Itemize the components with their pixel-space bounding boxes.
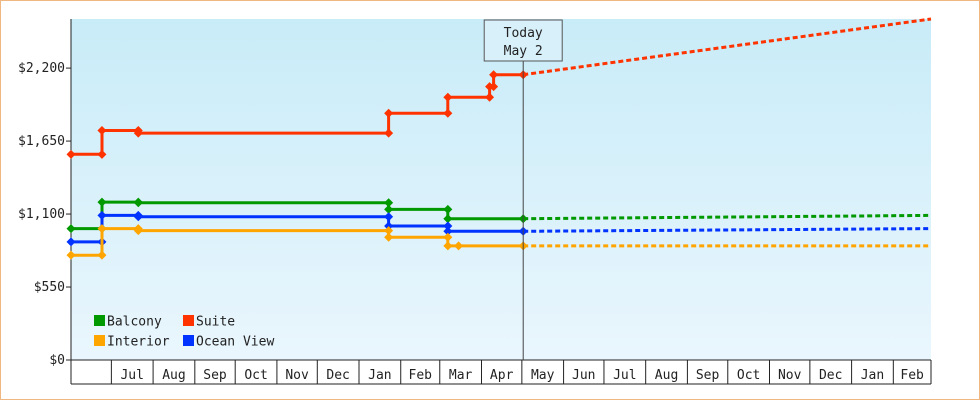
data-point[interactable] [66, 250, 76, 260]
x-tick-label: Aug [162, 368, 185, 383]
x-tick-label: Sep [203, 368, 227, 383]
legend-swatch [94, 315, 105, 326]
data-point[interactable] [443, 92, 453, 102]
x-tick-label: Aug [655, 368, 678, 383]
data-point[interactable] [443, 232, 453, 242]
today-label: Today [504, 26, 543, 41]
x-tick-label: May [531, 368, 555, 383]
data-point[interactable] [384, 221, 394, 231]
data-point[interactable] [97, 149, 107, 159]
x-tick-label: Jan [368, 368, 391, 383]
data-point[interactable] [66, 237, 76, 247]
x-tick-label: Sep [696, 368, 720, 383]
y-tick-label: $0 [49, 353, 65, 368]
data-point[interactable] [133, 212, 143, 222]
data-point[interactable] [443, 241, 453, 251]
legend: Suite Balcony Ocean View Interior [94, 315, 274, 350]
data-point[interactable] [384, 212, 394, 222]
data-point[interactable] [443, 214, 453, 224]
data-point[interactable] [97, 197, 107, 207]
x-tick-label: Apr [490, 368, 514, 383]
series-suite [66, 17, 932, 159]
data-point[interactable] [133, 128, 143, 138]
legend-label: Suite [196, 315, 235, 330]
forecast-line [523, 227, 932, 233]
y-tick-label: $1,100 [18, 207, 65, 222]
y-tick-label: $550 [34, 280, 65, 295]
legend-item[interactable]: Balcony [94, 315, 162, 330]
data-point[interactable] [97, 224, 107, 234]
data-point[interactable] [443, 226, 453, 236]
data-point[interactable] [443, 221, 453, 231]
legend-item[interactable]: Interior [94, 335, 170, 350]
data-point[interactable] [443, 108, 453, 118]
data-point[interactable] [384, 198, 394, 208]
data-point[interactable] [97, 250, 107, 260]
x-tick-label: Dec [819, 368, 842, 383]
x-tick-label: Feb [900, 368, 924, 383]
data-point[interactable] [384, 204, 394, 214]
legend-label: Interior [107, 335, 170, 350]
data-point[interactable] [97, 210, 107, 220]
today-marker: Today May 2 [483, 19, 563, 360]
legend-label: Balcony [107, 315, 162, 330]
today-label-box [483, 19, 563, 62]
data-point[interactable] [489, 82, 499, 92]
x-tick-label: Dec [326, 368, 349, 383]
x-tick-label: Feb [409, 368, 433, 383]
data-point[interactable] [384, 128, 394, 138]
x-tick-label: Oct [244, 368, 267, 383]
data-point[interactable] [489, 70, 499, 80]
today-date-label: May 2 [504, 44, 543, 59]
legend-item[interactable]: Suite [183, 315, 235, 330]
data-point[interactable] [384, 232, 394, 242]
x-tick-label: Mar [449, 368, 473, 383]
forecast-line [523, 213, 932, 221]
forecast-line [522, 17, 932, 77]
data-point[interactable] [66, 149, 76, 159]
legend-swatch [183, 315, 194, 326]
legend-label: Ocean View [196, 335, 274, 350]
legend-swatch [94, 335, 105, 346]
x-tick-label: Nov [778, 368, 802, 383]
data-point[interactable] [454, 241, 464, 251]
y-tick-label: $1,650 [18, 134, 65, 149]
legend-item[interactable]: Ocean View [183, 335, 274, 350]
legend-swatch [183, 335, 194, 346]
x-tick-label: Jan [861, 368, 884, 383]
x-axis: Jul Aug Sep Oct Nov Dec Jan Feb Mar Apr May Jun Jul A… [70, 359, 932, 385]
series-layer [66, 17, 932, 260]
x-tick-label: Nov [285, 368, 309, 383]
data-point[interactable] [133, 226, 143, 236]
x-tick-label: Jul [613, 368, 636, 383]
y-tick-label: $2,200 [18, 61, 65, 76]
data-point[interactable] [66, 224, 76, 234]
series-interior [66, 224, 931, 260]
data-point[interactable] [133, 198, 143, 208]
y-axis: $0 $550 $1,100 $1,650 $2,200 [18, 19, 72, 368]
plot-area [71, 19, 931, 360]
data-point[interactable] [485, 92, 495, 102]
data-point[interactable] [443, 204, 453, 214]
x-tick-label: Jul [120, 368, 143, 383]
x-tick-label: Jun [572, 368, 595, 383]
x-tick-label: Oct [737, 368, 760, 383]
data-point[interactable] [384, 108, 394, 118]
data-point[interactable] [384, 226, 394, 236]
